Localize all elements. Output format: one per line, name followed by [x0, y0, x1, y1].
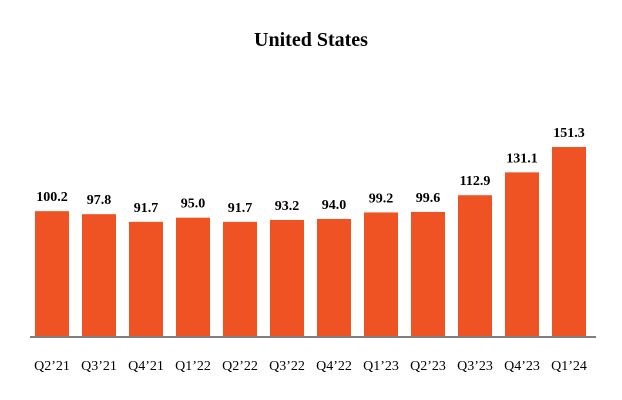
data-label-12: 151.3: [553, 126, 585, 141]
x-tick-label-11: Q4’23: [504, 359, 540, 374]
bar-2: [82, 214, 116, 337]
x-tick-label-10: Q3’23: [457, 359, 493, 374]
x-tick-label-12: Q1’24: [551, 359, 587, 374]
data-label-9: 99.6: [416, 191, 441, 206]
bar-1: [35, 211, 69, 337]
bar-11: [505, 172, 539, 337]
data-label-6: 93.2: [275, 199, 300, 214]
bar-7: [317, 218, 351, 337]
data-label-5: 91.7: [228, 201, 253, 216]
x-tick-label-4: Q1’22: [175, 359, 211, 374]
data-label-4: 95.0: [181, 197, 206, 212]
data-label-11: 131.1: [506, 151, 538, 166]
bar-6: [270, 219, 304, 337]
data-label-2: 97.8: [87, 193, 112, 208]
x-tick-label-7: Q4’22: [316, 359, 352, 374]
tick-labels-group: Q2’21 Q3’21 Q4’21 Q1’22 Q2’22 Q3’22 Q4’22 Q1’23…: [34, 359, 587, 374]
bar-10: [458, 195, 492, 337]
bar-4: [176, 217, 210, 337]
data-label-7: 94.0: [322, 198, 347, 213]
x-tick-label-6: Q3’22: [269, 359, 305, 374]
data-label-1: 100.2: [36, 190, 68, 205]
bar-3: [129, 221, 163, 337]
x-tick-label-2: Q3’21: [81, 359, 117, 374]
x-tick-label-3: Q4’21: [128, 359, 164, 374]
x-tick-label-9: Q2’23: [410, 359, 446, 374]
data-label-10: 112.9: [460, 174, 491, 189]
data-labels-group: 100.2 97.8 91.7 95.0 91.7 93.2 94.0 99.2 99.6 112…: [36, 126, 585, 216]
bars-group: [35, 147, 586, 337]
data-label-8: 99.2: [369, 191, 394, 206]
bar-5: [223, 221, 257, 337]
x-tick-label-8: Q1’23: [363, 359, 399, 374]
data-label-3: 91.7: [134, 201, 159, 216]
x-tick-label-5: Q2’22: [222, 359, 258, 374]
x-tick-label-1: Q2’21: [34, 359, 70, 374]
chart-title: United States: [254, 29, 368, 51]
bar-8: [364, 212, 398, 337]
bar-9: [411, 211, 445, 337]
bar-12: [552, 147, 586, 337]
